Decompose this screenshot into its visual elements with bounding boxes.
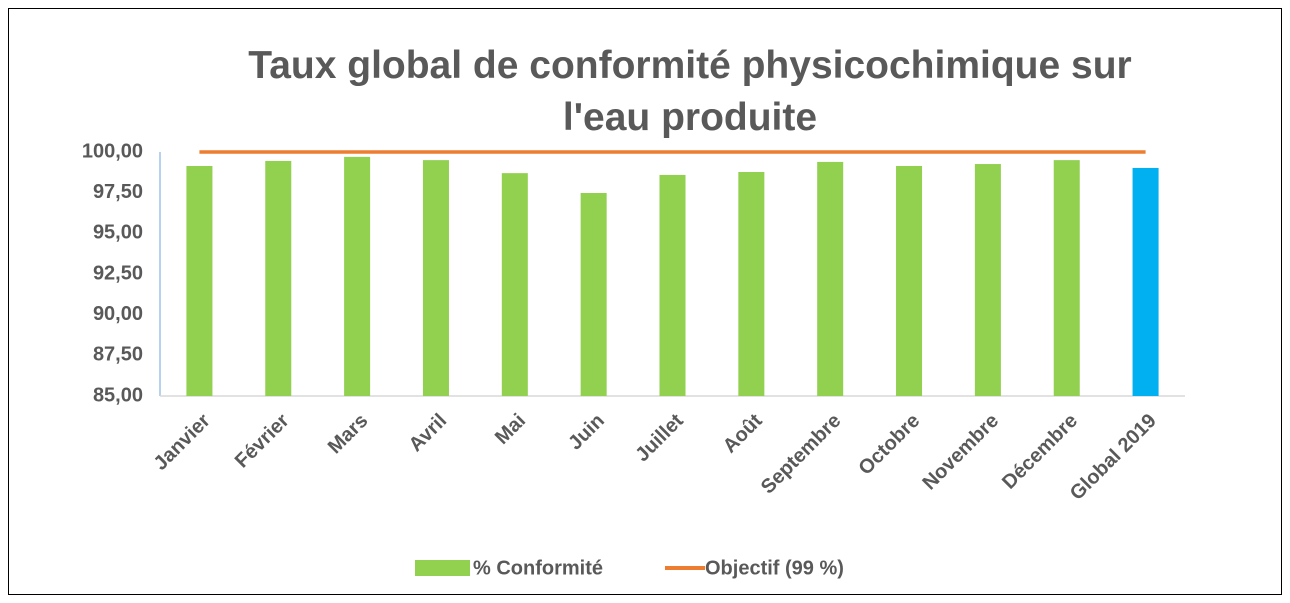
y-tick-label: 100,00 [82,140,143,162]
bar [659,174,686,396]
y-tick-label: 90,00 [93,303,143,325]
bar [265,160,292,396]
bar [186,165,213,396]
x-tick-label: Août [719,409,767,457]
chart-border [8,8,1282,595]
x-tick-label: Janvier [150,410,215,475]
legend-label: % Conformité [473,557,603,579]
x-tick-label: Mars [324,410,373,459]
legend-swatch [415,560,470,576]
y-tick-label: 87,50 [93,344,143,366]
y-tick-label: 95,00 [93,222,143,244]
y-tick-label: 97,50 [93,181,143,203]
bar [1132,167,1159,396]
x-tick-label: Juillet [631,409,688,466]
bar [501,173,528,396]
x-tick-label: Avril [405,410,451,456]
bar [422,160,449,396]
chart-title: Taux global de conformité physicochimiqu… [248,44,1132,139]
bar [1053,160,1080,396]
x-tick-label: Mai [491,410,530,449]
bar [738,172,765,396]
bar [817,161,844,396]
bar [896,165,923,396]
x-tick-label: Février [231,410,294,473]
bar [974,164,1001,396]
x-tick-label: Octobre [855,410,925,480]
legend-label: Objectif (99 %) [705,557,844,579]
bar [580,192,607,396]
x-tick-label: Novembre [918,410,1003,495]
x-tick-label: Juin [564,410,609,455]
bar [344,156,371,396]
y-tick-label: 85,00 [93,384,143,406]
x-tick-label: Septembre [757,410,846,499]
y-tick-label: 92,50 [93,262,143,284]
x-tick-label: Décembre [998,410,1082,494]
